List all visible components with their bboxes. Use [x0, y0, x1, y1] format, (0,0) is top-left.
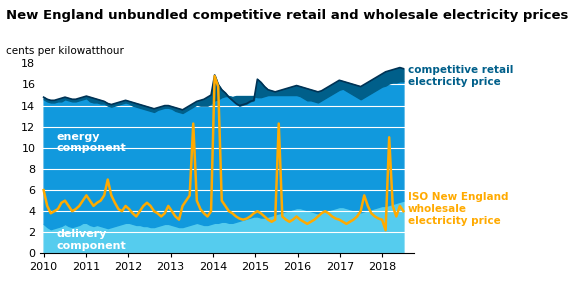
Text: delivery
component: delivery component: [56, 229, 126, 251]
Text: cents per kilowatthour: cents per kilowatthour: [6, 46, 124, 56]
Text: ISO New England
wholesale
electricity price: ISO New England wholesale electricity pr…: [408, 192, 508, 226]
Text: energy
component: energy component: [56, 132, 126, 154]
Text: competitive retail
electricity price: competitive retail electricity price: [408, 65, 513, 87]
Text: New England unbundled competitive retail and wholesale electricity prices: New England unbundled competitive retail…: [6, 9, 568, 22]
